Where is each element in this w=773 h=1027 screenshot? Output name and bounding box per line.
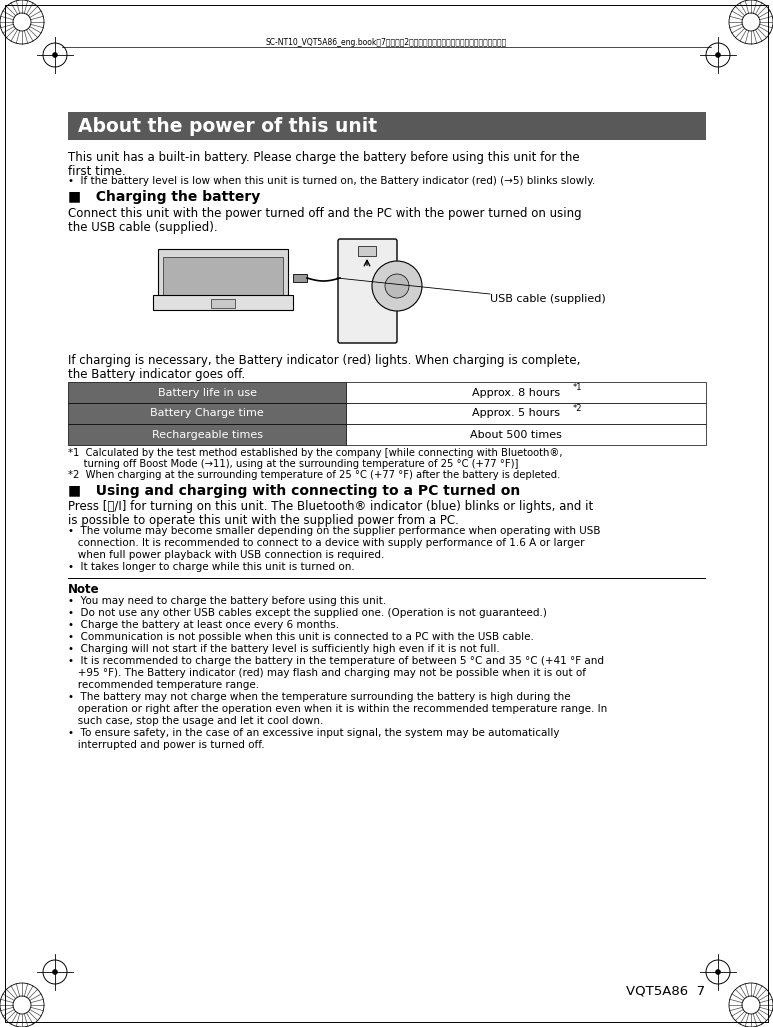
Text: Press [⏻/I] for turning on this unit. The Bluetooth® indicator (blue) blinks or : Press [⏻/I] for turning on this unit. Th… xyxy=(68,500,593,514)
Text: •  The battery may not charge when the temperature surrounding the battery is hi: • The battery may not charge when the te… xyxy=(68,692,570,702)
Bar xyxy=(158,249,288,309)
Text: Connect this unit with the power turned off and the PC with the power turned on : Connect this unit with the power turned … xyxy=(68,207,581,220)
Bar xyxy=(211,299,235,308)
Circle shape xyxy=(13,13,31,31)
Text: •  You may need to charge the battery before using this unit.: • You may need to charge the battery bef… xyxy=(68,596,386,606)
Text: •  It is recommended to charge the battery in the temperature of between 5 °C an: • It is recommended to charge the batter… xyxy=(68,656,604,665)
Bar xyxy=(346,424,706,445)
Text: Rechargeable times: Rechargeable times xyxy=(152,429,263,440)
Text: is possible to operate this unit with the supplied power from a PC.: is possible to operate this unit with th… xyxy=(68,514,459,527)
Circle shape xyxy=(53,52,57,58)
Text: operation or right after the operation even when it is within the recommended te: operation or right after the operation e… xyxy=(68,703,608,714)
Text: •  If the battery level is low when this unit is turned on, the Battery indicato: • If the battery level is low when this … xyxy=(68,176,595,186)
Text: the USB cable (supplied).: the USB cable (supplied). xyxy=(68,221,218,234)
Text: Battery Charge time: Battery Charge time xyxy=(150,409,264,418)
Circle shape xyxy=(742,13,760,31)
Text: •  To ensure safety, in the case of an excessive input signal, the system may be: • To ensure safety, in the case of an ex… xyxy=(68,728,560,738)
Text: such case, stop the usage and let it cool down.: such case, stop the usage and let it coo… xyxy=(68,716,323,726)
Text: USB cable (supplied): USB cable (supplied) xyxy=(490,294,606,304)
Text: •  Do not use any other USB cables except the supplied one. (Operation is not gu: • Do not use any other USB cables except… xyxy=(68,608,547,618)
Bar xyxy=(293,274,307,282)
Text: About 500 times: About 500 times xyxy=(470,429,562,440)
Text: Approx. 8 hours: Approx. 8 hours xyxy=(472,387,560,397)
Circle shape xyxy=(53,969,57,975)
Circle shape xyxy=(742,996,760,1014)
Text: *1  Calculated by the test method established by the company [while connecting w: *1 Calculated by the test method establi… xyxy=(68,448,563,458)
Text: •  The volume may become smaller depending on the supplier performance when oper: • The volume may become smaller dependin… xyxy=(68,526,601,536)
Text: About the power of this unit: About the power of this unit xyxy=(78,117,377,136)
Bar xyxy=(346,403,706,424)
Bar xyxy=(68,424,346,445)
Circle shape xyxy=(13,996,31,1014)
Text: when full power playback with USB connection is required.: when full power playback with USB connec… xyxy=(68,550,384,560)
Bar xyxy=(153,295,293,310)
Circle shape xyxy=(716,969,720,975)
Text: recommended temperature range.: recommended temperature range. xyxy=(68,680,259,690)
Text: SC-NT10_VQT5A86_eng.book　7ページ　2０１３年６月６日　木曜日　午後１２時２２分: SC-NT10_VQT5A86_eng.book 7ページ 2０１３年６月６日 … xyxy=(265,38,506,47)
Bar xyxy=(68,403,346,424)
Bar xyxy=(163,257,283,304)
Text: first time.: first time. xyxy=(68,165,126,178)
Text: connection. It is recommended to connect to a device with supply performance of : connection. It is recommended to connect… xyxy=(68,538,584,548)
Text: •  Charge the battery at least once every 6 months.: • Charge the battery at least once every… xyxy=(68,620,339,630)
Bar xyxy=(338,273,350,283)
Text: If charging is necessary, the Battery indicator (red) lights. When charging is c: If charging is necessary, the Battery in… xyxy=(68,354,581,367)
Bar xyxy=(68,112,706,140)
Text: Approx. 5 hours: Approx. 5 hours xyxy=(472,409,560,418)
Text: +95 °F). The Battery indicator (red) may flash and charging may not be possible : +95 °F). The Battery indicator (red) may… xyxy=(68,668,586,678)
Text: the Battery indicator goes off.: the Battery indicator goes off. xyxy=(68,368,245,381)
Text: *1: *1 xyxy=(573,383,583,392)
FancyBboxPatch shape xyxy=(338,239,397,343)
Text: *2  When charging at the surrounding temperature of 25 °C (+77 °F) after the bat: *2 When charging at the surrounding temp… xyxy=(68,470,560,480)
Bar xyxy=(358,246,376,256)
Text: ■   Using and charging with connecting to a PC turned on: ■ Using and charging with connecting to … xyxy=(68,484,520,498)
Circle shape xyxy=(372,261,422,311)
Text: VQT5A86  7: VQT5A86 7 xyxy=(626,985,705,998)
Text: turning off Boost Mode (→11), using at the surrounding temperature of 25 °C (+77: turning off Boost Mode (→11), using at t… xyxy=(68,459,519,469)
Circle shape xyxy=(385,274,409,298)
Circle shape xyxy=(716,52,720,58)
Bar xyxy=(68,382,346,403)
Text: •  Communication is not possible when this unit is connected to a PC with the US: • Communication is not possible when thi… xyxy=(68,632,534,642)
Bar xyxy=(346,382,706,403)
Text: •  It takes longer to charge while this unit is turned on.: • It takes longer to charge while this u… xyxy=(68,562,355,572)
Text: •  Charging will not start if the battery level is sufficiently high even if it : • Charging will not start if the battery… xyxy=(68,644,500,654)
Text: *2: *2 xyxy=(573,404,583,413)
Text: This unit has a built-in battery. Please charge the battery before using this un: This unit has a built-in battery. Please… xyxy=(68,151,580,164)
Text: Battery life in use: Battery life in use xyxy=(158,387,257,397)
Text: interrupted and power is turned off.: interrupted and power is turned off. xyxy=(68,740,264,750)
Text: ■   Charging the battery: ■ Charging the battery xyxy=(68,190,261,204)
Text: Note: Note xyxy=(68,583,100,596)
